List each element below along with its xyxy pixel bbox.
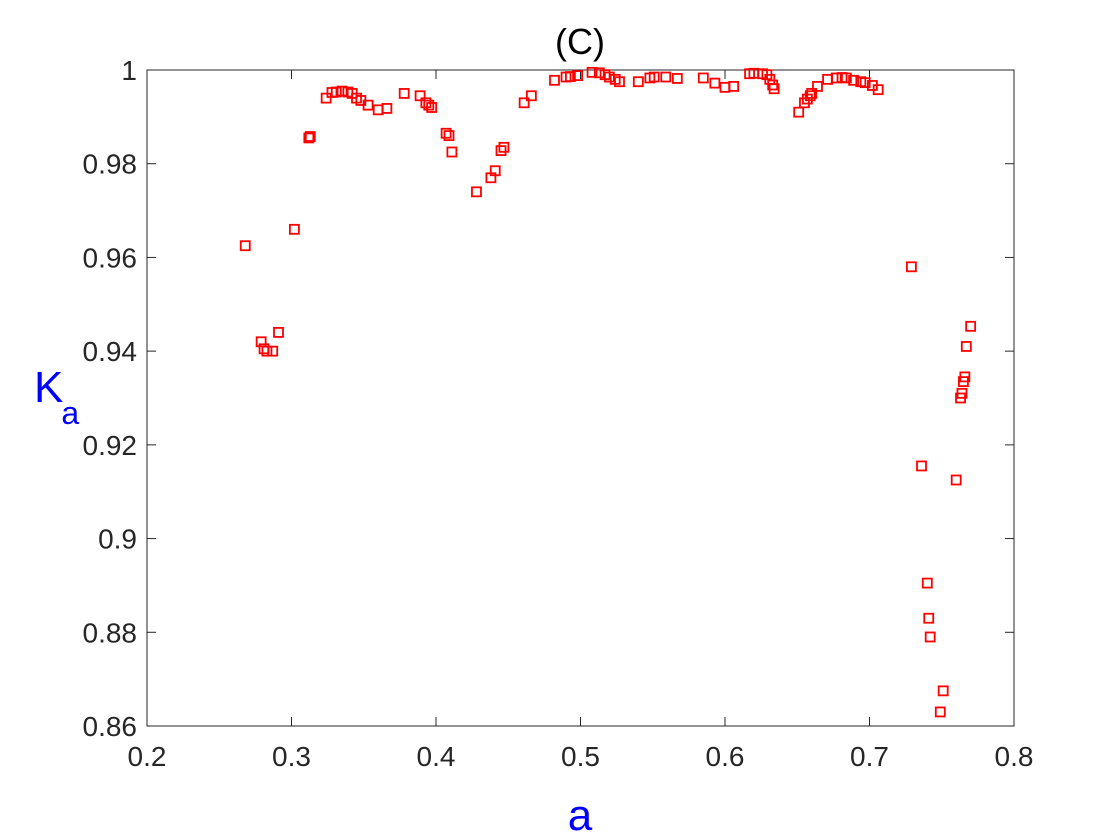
data-point	[330, 86, 342, 98]
y-tick-label: 0.92	[83, 430, 138, 461]
data-point	[525, 90, 537, 102]
data-point	[632, 76, 644, 88]
y-tick-label: 0.98	[83, 149, 138, 180]
data-point	[921, 577, 933, 589]
data-point	[956, 387, 968, 399]
data-point	[671, 73, 683, 84]
data-point	[872, 84, 884, 96]
data-point	[923, 612, 935, 624]
x-tick-label: 0.5	[561, 741, 600, 772]
data-point	[728, 81, 740, 92]
data-point	[959, 371, 971, 383]
data-point	[604, 71, 615, 83]
data-point	[423, 99, 435, 111]
chart-title: (C)	[555, 21, 605, 62]
data-point	[261, 345, 273, 357]
data-point	[593, 67, 605, 79]
data-point	[848, 74, 860, 86]
data-point	[965, 320, 977, 332]
data-point	[303, 132, 315, 144]
x-tick-label: 0.4	[417, 741, 456, 772]
y-tick-label: 0.86	[83, 711, 138, 742]
data-point	[518, 97, 530, 109]
data-point	[586, 66, 598, 78]
data-point	[768, 83, 780, 95]
data-point	[489, 165, 501, 177]
data-point	[830, 72, 842, 84]
data-point	[498, 141, 510, 153]
data-point	[660, 71, 672, 83]
data-point	[304, 131, 316, 142]
data-point	[495, 145, 507, 156]
data-point	[362, 99, 374, 111]
data-point	[960, 341, 972, 352]
data-point	[471, 186, 482, 198]
data-point	[549, 74, 560, 86]
data-point	[564, 71, 576, 82]
y-tick-label: 0.9	[98, 524, 137, 555]
x-axis-ticks: 0.2 0.3 0.4 0.5 0.6 0.7 0.8	[128, 70, 1034, 772]
x-tick-label: 0.6	[706, 741, 745, 772]
data-point	[840, 72, 852, 84]
data-point	[398, 88, 410, 99]
x-tick-label: 0.7	[850, 741, 889, 772]
y-tick-label: 0.88	[83, 617, 138, 648]
data-point	[697, 72, 709, 84]
data-point	[440, 127, 452, 139]
data-point	[793, 106, 805, 118]
x-axis-label: a	[568, 791, 593, 840]
data-point	[648, 71, 660, 83]
data-point	[859, 77, 871, 89]
x-tick-label: 0.3	[272, 741, 311, 772]
data-point	[239, 240, 251, 252]
data-point	[320, 92, 332, 104]
data-point	[572, 70, 584, 82]
data-point	[414, 90, 426, 102]
y-axis-ticks: 0.86 0.88 0.9 0.92 0.94 0.96 0.98 1	[83, 55, 1014, 742]
data-points	[239, 66, 977, 718]
data-point	[937, 685, 949, 697]
data-point	[906, 261, 917, 273]
data-point	[273, 326, 284, 338]
data-point	[255, 336, 267, 348]
data-point	[381, 103, 393, 114]
x-tick-label: 0.8	[995, 741, 1034, 772]
y-axis-label-main: K	[34, 363, 63, 412]
data-point	[267, 345, 279, 357]
data-point	[806, 88, 818, 99]
y-tick-label: 0.96	[83, 242, 138, 273]
data-point	[443, 130, 455, 142]
data-point	[804, 90, 816, 102]
data-point	[614, 76, 625, 88]
data-point	[950, 474, 962, 486]
x-tick-label: 0.2	[128, 741, 167, 772]
data-point	[426, 102, 438, 113]
data-point	[934, 706, 946, 718]
data-point	[709, 77, 721, 89]
y-tick-label: 0.94	[83, 336, 138, 367]
data-point	[924, 631, 936, 643]
y-axis-label-subscript: a	[61, 395, 79, 431]
data-point	[916, 460, 927, 472]
data-point	[446, 146, 458, 158]
data-point	[288, 223, 300, 235]
data-point	[812, 81, 823, 92]
data-point	[336, 85, 348, 97]
y-tick-label: 1	[121, 55, 137, 86]
